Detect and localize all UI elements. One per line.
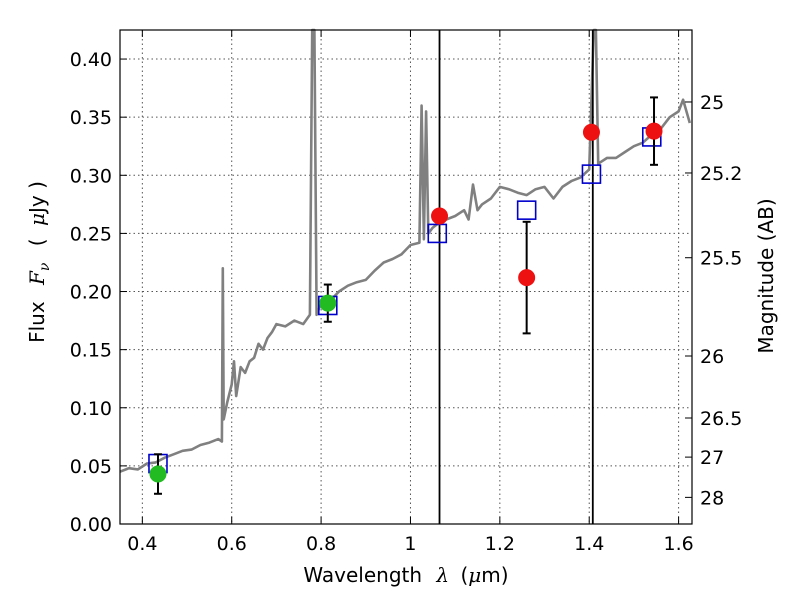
y2-tick-label: 26.5 (700, 408, 742, 430)
x-axis-label: Wavelength (303, 563, 422, 587)
y-tick-label: 0.30 (70, 165, 112, 187)
x-axis-unit-open: ( (460, 563, 468, 587)
observed-photometry-point (518, 269, 536, 287)
x-tick-label: 0.6 (217, 533, 247, 555)
y-axis-label: Flux (25, 301, 49, 343)
y2-tick-label: 26 (700, 346, 724, 368)
y2-tick-label: 27 (700, 447, 724, 469)
y-tick-label: 0.00 (70, 514, 112, 536)
y-axis-unit-mu: μ (25, 213, 49, 226)
y-tick-label: 0.20 (70, 282, 112, 304)
y2-tick-label: 25 (700, 92, 724, 114)
model-photometry-square (427, 223, 448, 244)
y-axis-nu: ν (37, 262, 53, 271)
observed-photometry-point (582, 123, 600, 141)
model-photometry-square (516, 200, 537, 220)
x-tick-label: 0.4 (127, 533, 157, 555)
y2-tick-label: 25.2 (700, 163, 742, 185)
observed-photometry-point (319, 294, 337, 312)
y-axis-unit-open: ( (25, 238, 49, 246)
photometry-markers (148, 96, 663, 495)
vertical-markers (438, 30, 594, 524)
observed-photometry-point (149, 465, 167, 483)
y-tick-label: 0.25 (70, 223, 112, 245)
grid-lines (120, 30, 692, 525)
x-axis-unit-mu: μ (468, 563, 481, 587)
y-tick-label: 0.05 (70, 456, 112, 478)
y-tick-label: 0.10 (70, 398, 112, 420)
plot-frame (119, 29, 693, 525)
y-axis-f: F (25, 270, 49, 286)
spectrum-series (119, 28, 692, 473)
y-axis-unit-close: Jy ) (25, 181, 49, 215)
x-axis-title: Wavelength λ (μm) (303, 563, 508, 587)
x-tick-label: 1.4 (574, 533, 604, 555)
y2-tick-label: 28 (700, 487, 724, 509)
axis-ticks: 0.4 0.6 0.8 1 1.2 1.4 1.6 0.00 0.05 0.10 0.15 0.20 0… (70, 30, 742, 555)
y-tick-label: 0.40 (70, 49, 112, 71)
x-tick-label: 1.6 (663, 533, 693, 555)
spectrum-line (119, 28, 692, 473)
y-tick-label: 0.35 (70, 107, 112, 129)
x-tick-label: 0.8 (306, 533, 336, 555)
y-tick-label: 0.15 (70, 340, 112, 362)
x-tick-label: 1.2 (485, 533, 515, 555)
model-photometry-square (581, 164, 602, 184)
x-axis-unit-close: m) (481, 563, 508, 587)
y2-tick-label: 25.5 (700, 248, 742, 270)
y-axis-title: Flux Fν ( μJy ) (25, 181, 54, 343)
observed-photometry-point (431, 207, 449, 225)
x-tick-label: 1 (404, 533, 416, 555)
y2-axis-title: Magnitude (AB) (754, 198, 778, 353)
observed-photometry-point (645, 122, 663, 140)
x-axis-lambda: λ (435, 563, 449, 587)
